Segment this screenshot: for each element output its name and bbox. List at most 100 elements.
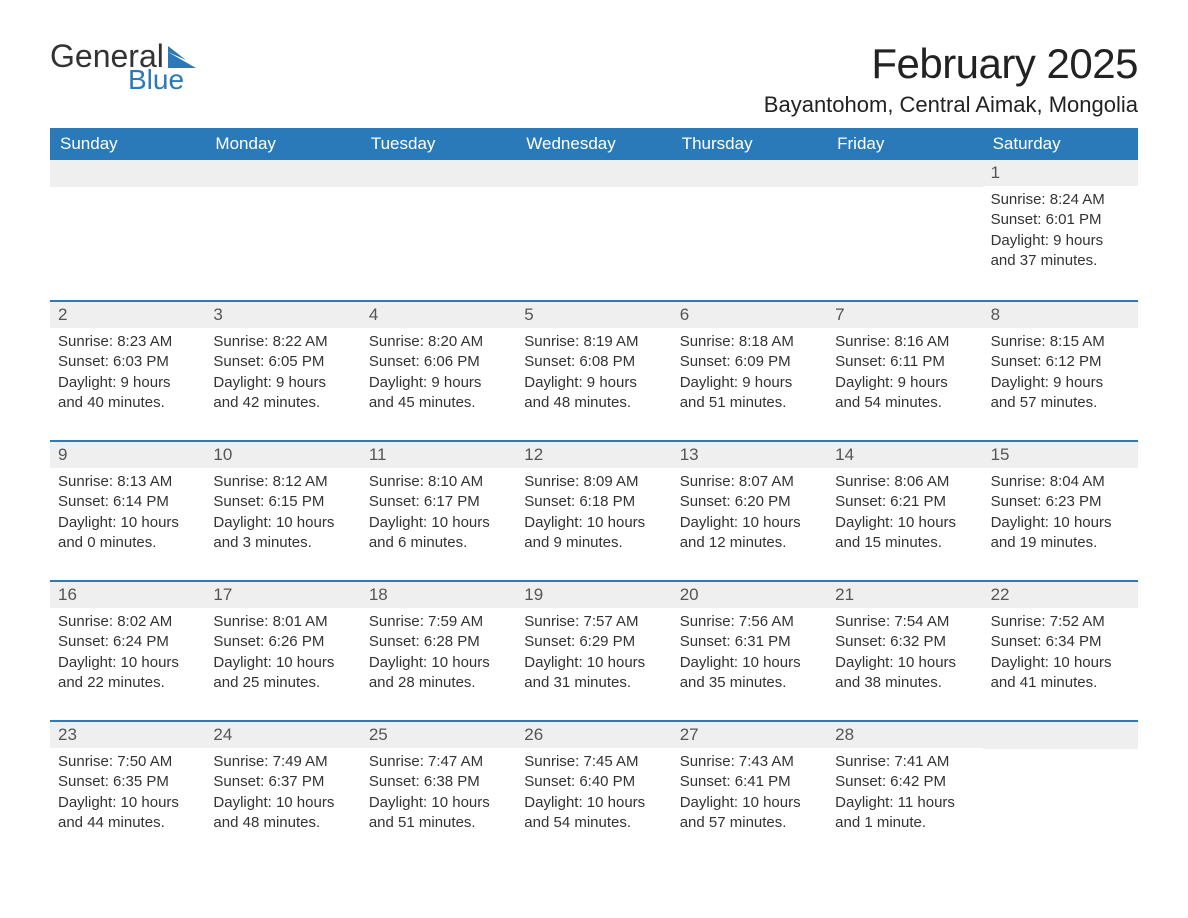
day-details: Sunrise: 8:16 AMSunset: 6:11 PMDaylight:…: [827, 328, 982, 427]
sunset-text: Sunset: 6:41 PM: [680, 772, 819, 792]
sunset-text: Sunset: 6:32 PM: [835, 632, 974, 652]
day-details: Sunrise: 8:24 AMSunset: 6:01 PMDaylight:…: [983, 186, 1138, 285]
sunset-text: Sunset: 6:20 PM: [680, 492, 819, 512]
sunrise-text: Sunrise: 7:49 AM: [213, 752, 352, 772]
day-cell: 5Sunrise: 8:19 AMSunset: 6:08 PMDaylight…: [516, 302, 671, 440]
weekday-header: Thursday: [672, 128, 827, 160]
day-number: 6: [672, 302, 827, 328]
sunset-text: Sunset: 6:28 PM: [369, 632, 508, 652]
daylight-text: Daylight: 10 hours and 54 minutes.: [524, 793, 663, 834]
day-cell: 1Sunrise: 8:24 AMSunset: 6:01 PMDaylight…: [983, 160, 1138, 300]
day-number: 23: [50, 722, 205, 748]
day-details: Sunrise: 8:10 AMSunset: 6:17 PMDaylight:…: [361, 468, 516, 567]
day-cell: 2Sunrise: 8:23 AMSunset: 6:03 PMDaylight…: [50, 302, 205, 440]
sunset-text: Sunset: 6:09 PM: [680, 352, 819, 372]
empty-day-cell: [361, 160, 516, 300]
day-details: Sunrise: 7:52 AMSunset: 6:34 PMDaylight:…: [983, 608, 1138, 707]
sunset-text: Sunset: 6:12 PM: [991, 352, 1130, 372]
day-cell: 14Sunrise: 8:06 AMSunset: 6:21 PMDayligh…: [827, 442, 982, 580]
sunset-text: Sunset: 6:06 PM: [369, 352, 508, 372]
day-number: [672, 160, 827, 187]
sunrise-text: Sunrise: 7:47 AM: [369, 752, 508, 772]
day-details: Sunrise: 8:12 AMSunset: 6:15 PMDaylight:…: [205, 468, 360, 567]
location-subtitle: Bayantohom, Central Aimak, Mongolia: [764, 92, 1138, 118]
day-cell: 27Sunrise: 7:43 AMSunset: 6:41 PMDayligh…: [672, 722, 827, 860]
sunrise-text: Sunrise: 8:24 AM: [991, 190, 1130, 210]
weekday-header: Saturday: [983, 128, 1138, 160]
day-details: Sunrise: 8:02 AMSunset: 6:24 PMDaylight:…: [50, 608, 205, 707]
daylight-text: Daylight: 10 hours and 51 minutes.: [369, 793, 508, 834]
sunset-text: Sunset: 6:18 PM: [524, 492, 663, 512]
sunset-text: Sunset: 6:26 PM: [213, 632, 352, 652]
empty-day-cell: [672, 160, 827, 300]
weekday-header: Tuesday: [361, 128, 516, 160]
day-number: 28: [827, 722, 982, 748]
day-number: [516, 160, 671, 187]
day-number: 24: [205, 722, 360, 748]
sunrise-text: Sunrise: 8:06 AM: [835, 472, 974, 492]
daylight-text: Daylight: 10 hours and 6 minutes.: [369, 513, 508, 554]
day-details: Sunrise: 8:07 AMSunset: 6:20 PMDaylight:…: [672, 468, 827, 567]
sunrise-text: Sunrise: 8:18 AM: [680, 332, 819, 352]
day-details: Sunrise: 7:41 AMSunset: 6:42 PMDaylight:…: [827, 748, 982, 847]
day-cell: 3Sunrise: 8:22 AMSunset: 6:05 PMDaylight…: [205, 302, 360, 440]
sunset-text: Sunset: 6:24 PM: [58, 632, 197, 652]
day-number: 11: [361, 442, 516, 468]
day-cell: 20Sunrise: 7:56 AMSunset: 6:31 PMDayligh…: [672, 582, 827, 720]
sunrise-text: Sunrise: 8:15 AM: [991, 332, 1130, 352]
day-number: 18: [361, 582, 516, 608]
day-details: Sunrise: 7:56 AMSunset: 6:31 PMDaylight:…: [672, 608, 827, 707]
day-number: 1: [983, 160, 1138, 186]
sunrise-text: Sunrise: 8:20 AM: [369, 332, 508, 352]
sunrise-text: Sunrise: 8:16 AM: [835, 332, 974, 352]
daylight-text: Daylight: 9 hours and 48 minutes.: [524, 373, 663, 414]
day-number: 19: [516, 582, 671, 608]
day-number: 21: [827, 582, 982, 608]
weekday-header: Wednesday: [516, 128, 671, 160]
sunrise-text: Sunrise: 8:02 AM: [58, 612, 197, 632]
sunrise-text: Sunrise: 8:04 AM: [991, 472, 1130, 492]
sunset-text: Sunset: 6:37 PM: [213, 772, 352, 792]
day-cell: 6Sunrise: 8:18 AMSunset: 6:09 PMDaylight…: [672, 302, 827, 440]
sunrise-text: Sunrise: 8:22 AM: [213, 332, 352, 352]
day-number: 4: [361, 302, 516, 328]
day-details: Sunrise: 8:04 AMSunset: 6:23 PMDaylight:…: [983, 468, 1138, 567]
sunset-text: Sunset: 6:14 PM: [58, 492, 197, 512]
day-details: Sunrise: 8:09 AMSunset: 6:18 PMDaylight:…: [516, 468, 671, 567]
daylight-text: Daylight: 10 hours and 35 minutes.: [680, 653, 819, 694]
day-details: Sunrise: 8:13 AMSunset: 6:14 PMDaylight:…: [50, 468, 205, 567]
day-cell: 15Sunrise: 8:04 AMSunset: 6:23 PMDayligh…: [983, 442, 1138, 580]
day-number: [205, 160, 360, 187]
day-number: 10: [205, 442, 360, 468]
daylight-text: Daylight: 10 hours and 15 minutes.: [835, 513, 974, 554]
day-number: 12: [516, 442, 671, 468]
day-number: 14: [827, 442, 982, 468]
daylight-text: Daylight: 9 hours and 54 minutes.: [835, 373, 974, 414]
daylight-text: Daylight: 10 hours and 57 minutes.: [680, 793, 819, 834]
logo: General Blue: [50, 40, 196, 94]
daylight-text: Daylight: 10 hours and 31 minutes.: [524, 653, 663, 694]
sunset-text: Sunset: 6:01 PM: [991, 210, 1130, 230]
sunset-text: Sunset: 6:05 PM: [213, 352, 352, 372]
day-number: 22: [983, 582, 1138, 608]
weekday-header: Sunday: [50, 128, 205, 160]
sunset-text: Sunset: 6:17 PM: [369, 492, 508, 512]
sunrise-text: Sunrise: 8:13 AM: [58, 472, 197, 492]
sunset-text: Sunset: 6:11 PM: [835, 352, 974, 372]
day-number: 26: [516, 722, 671, 748]
day-number: [983, 722, 1138, 749]
day-number: 2: [50, 302, 205, 328]
sunrise-text: Sunrise: 7:45 AM: [524, 752, 663, 772]
day-details: Sunrise: 7:54 AMSunset: 6:32 PMDaylight:…: [827, 608, 982, 707]
empty-day-cell: [827, 160, 982, 300]
daylight-text: Daylight: 10 hours and 22 minutes.: [58, 653, 197, 694]
daylight-text: Daylight: 10 hours and 0 minutes.: [58, 513, 197, 554]
day-details: Sunrise: 8:18 AMSunset: 6:09 PMDaylight:…: [672, 328, 827, 427]
day-details: Sunrise: 8:20 AMSunset: 6:06 PMDaylight:…: [361, 328, 516, 427]
sunset-text: Sunset: 6:23 PM: [991, 492, 1130, 512]
sunrise-text: Sunrise: 7:50 AM: [58, 752, 197, 772]
day-number: [50, 160, 205, 187]
day-cell: 9Sunrise: 8:13 AMSunset: 6:14 PMDaylight…: [50, 442, 205, 580]
sunset-text: Sunset: 6:38 PM: [369, 772, 508, 792]
daylight-text: Daylight: 11 hours and 1 minute.: [835, 793, 974, 834]
